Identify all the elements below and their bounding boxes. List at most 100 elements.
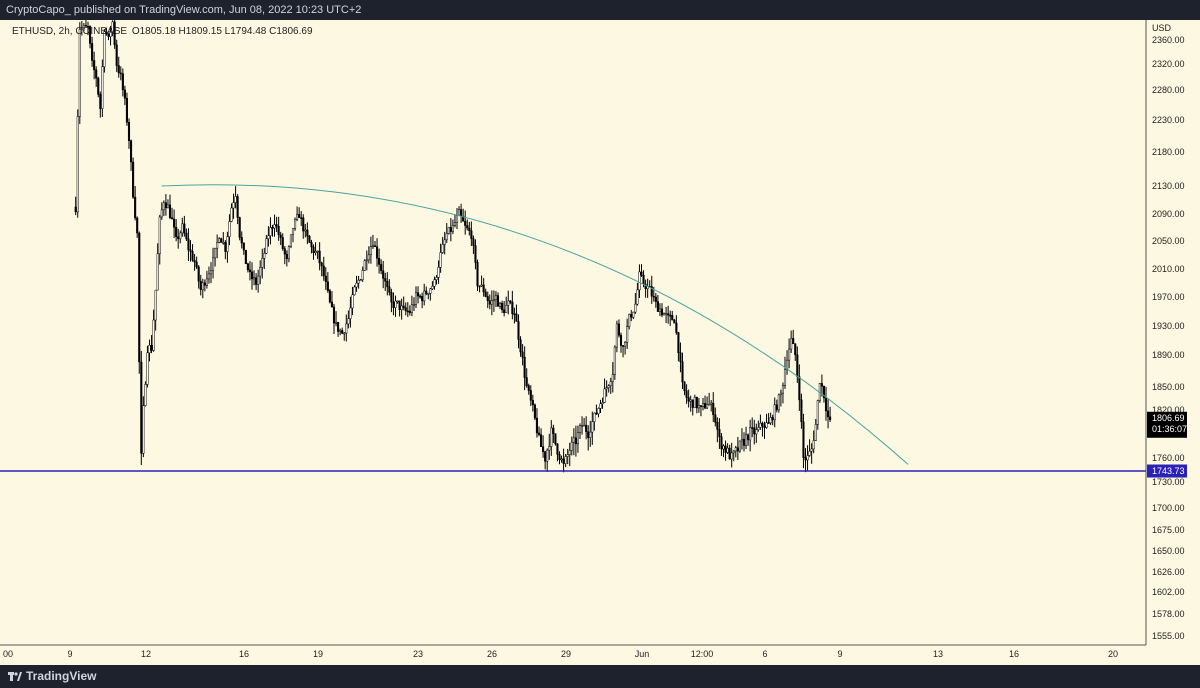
x-tick-label: 12 xyxy=(141,649,151,659)
candle xyxy=(466,219,469,231)
resistance-curve[interactable] xyxy=(161,184,909,465)
candle xyxy=(820,374,823,397)
candle xyxy=(154,289,157,331)
candle xyxy=(380,259,383,275)
candle xyxy=(189,240,192,262)
candle xyxy=(369,236,372,264)
candle xyxy=(345,314,348,342)
candle xyxy=(794,343,797,361)
candle xyxy=(107,33,110,41)
candle xyxy=(523,346,526,391)
candle xyxy=(347,310,350,329)
y-tick-label: 1602.00 xyxy=(1152,587,1185,597)
candle xyxy=(622,345,625,358)
y-tick-label: 2010.00 xyxy=(1152,264,1185,274)
x-tick-label: 00 xyxy=(3,649,13,659)
x-tick-labels[interactable]: 00 9 12 16 19 23 26 29 Jun 12:00 6 9 13 16 20 xyxy=(3,649,1118,659)
candle xyxy=(527,383,530,395)
candle xyxy=(181,217,184,237)
candle xyxy=(593,412,596,431)
y-tick-label: 1555.00 xyxy=(1152,631,1185,641)
y-tick-label: 2320.00 xyxy=(1152,59,1185,69)
candle xyxy=(289,234,292,249)
candle xyxy=(314,242,317,256)
last-price-badge: 1806.69 01:36:07 xyxy=(1147,411,1187,438)
candle xyxy=(205,270,208,289)
candle xyxy=(441,236,444,254)
candle xyxy=(173,209,176,238)
candle xyxy=(164,194,167,216)
candle xyxy=(542,435,545,458)
brand-name: TradingView xyxy=(26,669,97,683)
candle xyxy=(488,294,491,310)
candle xyxy=(636,282,639,306)
candle xyxy=(230,203,233,223)
candle xyxy=(371,234,374,249)
candle xyxy=(611,362,614,393)
candle xyxy=(537,426,541,437)
candle xyxy=(476,259,479,291)
candle xyxy=(640,264,643,277)
candle xyxy=(117,56,120,78)
candle xyxy=(632,311,635,320)
candle xyxy=(291,228,295,243)
candle xyxy=(576,425,580,453)
candle xyxy=(759,414,762,430)
candle xyxy=(529,385,532,406)
candle xyxy=(127,118,131,149)
candle xyxy=(224,240,227,260)
candle xyxy=(552,424,555,444)
price-chart[interactable]: USD 2360.002320.002280.002230.002180.002… xyxy=(0,20,1200,665)
candle xyxy=(658,303,662,317)
candle xyxy=(316,250,319,260)
candle xyxy=(816,399,819,430)
y-tick-label: 1890.00 xyxy=(1152,350,1185,360)
candle xyxy=(720,433,723,456)
candle xyxy=(183,215,186,237)
candle xyxy=(273,214,276,237)
candle xyxy=(417,286,420,304)
candle xyxy=(152,309,155,352)
candle xyxy=(187,228,190,261)
candle xyxy=(351,286,354,315)
candle xyxy=(78,22,81,124)
candle xyxy=(482,278,485,297)
candle xyxy=(689,395,692,412)
candle xyxy=(138,231,141,374)
candle xyxy=(804,448,807,473)
candle xyxy=(656,295,659,312)
legend-symbol: ETHUSD, 2h, COINBASE O1805.18 H1809.15 L… xyxy=(12,26,313,37)
candle xyxy=(714,407,717,427)
candle xyxy=(798,364,801,411)
candle xyxy=(617,319,621,338)
candle xyxy=(234,186,237,209)
candle xyxy=(619,332,623,353)
support-price-value: 1743.73 xyxy=(1152,466,1185,476)
candle xyxy=(166,199,169,209)
legend-ohlc: O1805.18 H1809.15 L1794.48 C1806.69 xyxy=(132,26,313,37)
candle xyxy=(464,210,467,235)
y-tick-label: 1850.00 xyxy=(1152,382,1185,392)
x-tick-label: 16 xyxy=(239,649,249,659)
candle xyxy=(326,272,329,293)
price-axis[interactable] xyxy=(1146,20,1200,665)
candle xyxy=(322,256,325,281)
y-tick-label: 1930.00 xyxy=(1152,321,1185,331)
y-tick-labels: 2360.00 2320.00 2280.00 2230.00 2180.00 2130.… xyxy=(1152,35,1185,641)
candle xyxy=(185,228,188,242)
candle xyxy=(228,214,231,246)
candle xyxy=(101,59,104,118)
candle xyxy=(540,428,543,447)
candle xyxy=(410,295,413,317)
candle xyxy=(257,269,260,293)
candle xyxy=(439,243,442,273)
candle xyxy=(726,443,729,455)
candle xyxy=(751,417,754,438)
candle xyxy=(740,428,744,450)
candle xyxy=(496,292,500,307)
candle xyxy=(179,230,182,244)
candle xyxy=(158,214,161,265)
candle xyxy=(240,231,243,249)
candle xyxy=(263,247,266,269)
candle xyxy=(603,378,606,404)
